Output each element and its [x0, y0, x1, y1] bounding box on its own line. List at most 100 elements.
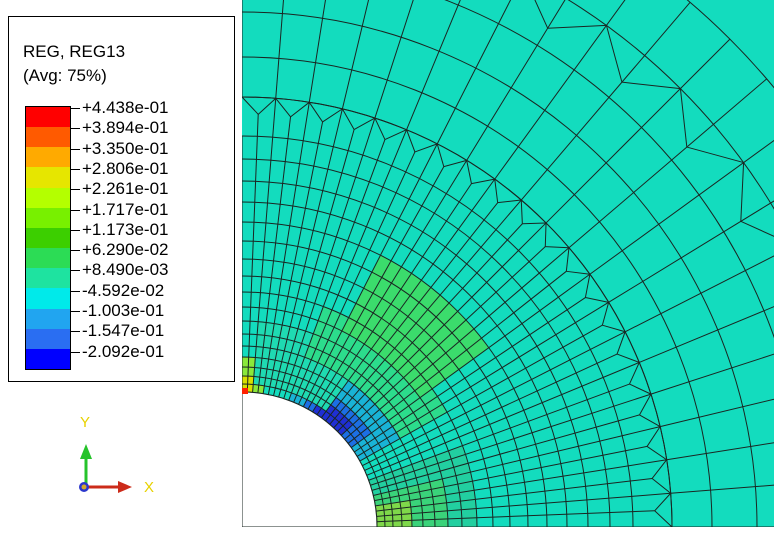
mesh-radial-line: [341, 0, 370, 109]
mesh-cell-highlight: [305, 381, 315, 393]
mesh-cell-highlight: [371, 336, 388, 355]
legend-swatch: [26, 328, 70, 349]
legend-swatch: [26, 167, 70, 188]
x-axis-arrowhead: [118, 481, 132, 493]
legend-label: -4.592e-02: [82, 280, 165, 300]
mesh-cell-highlight: [432, 494, 447, 505]
mesh-cell-highlight: [434, 510, 448, 520]
mesh-ring-arc: [241, 258, 511, 528]
mesh-cell-highlight: [359, 380, 374, 395]
mesh-cell-highlight: [330, 408, 341, 419]
mesh-cell-highlight: [345, 397, 358, 410]
mesh-transition-line: [483, 202, 499, 221]
mesh-ring-arc: [241, 96, 673, 528]
mesh-radial-line: [466, 0, 566, 161]
mesh-cell-highlight: [414, 381, 433, 398]
mesh-radial-line: [374, 450, 626, 502]
mesh-cell-highlight: [361, 365, 376, 381]
mesh-radial-line: [337, 250, 519, 432]
mesh-cell-highlight: [384, 348, 402, 366]
mesh-cell-highlight: [371, 255, 392, 278]
mesh-cell-highlight: [348, 370, 362, 385]
mesh-cell-highlight: [388, 413, 403, 427]
mesh-cell-highlight: [419, 287, 441, 310]
mesh-cell-highlight: [378, 438, 391, 449]
mesh-transition-line: [639, 414, 661, 428]
mesh-cell-highlight: [325, 393, 337, 405]
mesh-cell-highlight: [364, 331, 381, 350]
mesh-cell-highlight: [321, 401, 331, 412]
mesh-cell-highlight: [382, 283, 401, 305]
mesh-cell-highlight: [459, 328, 482, 350]
mesh-cell-highlight: [356, 423, 368, 434]
mesh-cell-highlight: [391, 266, 412, 290]
mesh-cell-highlight: [461, 517, 477, 527]
mesh-cell-highlight: [322, 339, 336, 356]
legend-subtitle: (Avg: 75%): [23, 66, 107, 85]
mesh-radial-line: [622, 426, 661, 437]
mesh-cell-highlight: [408, 397, 425, 413]
mesh-cell-highlight: [355, 360, 370, 376]
mesh-radial-line: [362, 349, 591, 467]
mesh-radial-line: [347, 284, 550, 444]
mesh-cell-highlight: [383, 387, 399, 402]
legend-tick: [70, 290, 80, 292]
mesh-radial-line: [558, 273, 591, 298]
mesh-cell-highlight: [301, 389, 311, 400]
mesh-transition-line: [256, 114, 259, 137]
mesh-transition-line: [616, 331, 626, 355]
mesh-cell-highlight: [381, 260, 402, 284]
mesh-cell-highlight: [317, 408, 327, 418]
mesh-transition-line: [646, 446, 667, 461]
mesh-radial-line: [298, 171, 407, 405]
model-boundary-fill: [0, 527, 774, 543]
mesh-ring-arc: [241, 240, 529, 528]
mesh-transition-line: [290, 101, 310, 118]
mesh-cell-highlight: [426, 371, 446, 389]
mesh-transition-line: [630, 477, 653, 482]
mesh-cell-highlight: [242, 376, 248, 385]
mesh-cell-highlight: [258, 377, 266, 386]
mesh-transition-line: [605, 25, 623, 83]
mesh-cell-highlight: [387, 371, 404, 388]
mesh-cell-highlight: [347, 384, 360, 398]
legend-label: +1.717e-01: [82, 199, 169, 219]
mesh-cell-highlight: [247, 384, 254, 393]
mesh-radial-line: [340, 261, 530, 436]
mesh-transition-line: [353, 117, 376, 130]
mesh-cell-highlight: [354, 433, 365, 443]
mesh-radial-line: [364, 362, 598, 471]
mesh-cell-highlight: [267, 359, 276, 371]
mesh-cell-highlight: [374, 395, 389, 410]
mesh-cell-highlight: [409, 498, 422, 508]
legend-label: +2.261e-01: [82, 179, 169, 199]
mesh-cell-highlight: [313, 320, 327, 337]
mesh-cell-highlight: [367, 438, 379, 449]
mesh-radial-line: [666, 442, 774, 461]
mesh-cell-highlight: [423, 316, 445, 338]
mesh-transition-line: [406, 129, 416, 153]
mesh-transition-line: [654, 510, 673, 528]
mesh-radial-line: [608, 200, 774, 303]
mesh-cell-highlight: [412, 330, 432, 350]
mesh-cell-highlight: [316, 398, 326, 409]
mesh-cell-highlight: [310, 384, 321, 396]
legend-label: +2.806e-01: [82, 158, 169, 178]
mesh-cell-highlight: [352, 418, 364, 429]
mesh-cell-highlight: [444, 311, 466, 333]
mesh-cell-highlight: [260, 358, 269, 369]
mesh-cell-highlight: [342, 351, 357, 367]
mesh-cell-highlight: [410, 280, 431, 303]
mesh-cell-highlight: [363, 448, 374, 458]
mesh-cell-highlight: [344, 409, 356, 421]
mesh-cell-highlight: [367, 421, 380, 433]
mesh-ring-arc: [241, 275, 494, 528]
mesh-cell-highlight: [401, 513, 412, 521]
mesh-radial-line: [246, 136, 258, 393]
mesh-cell-highlight: [335, 401, 346, 413]
mesh-transition-line: [507, 223, 523, 241]
mesh-cell-highlight: [356, 326, 373, 345]
mesh-radial-line: [631, 492, 671, 497]
mesh-ring-arc: [241, 11, 758, 528]
mesh-cell-highlight: [334, 412, 345, 422]
